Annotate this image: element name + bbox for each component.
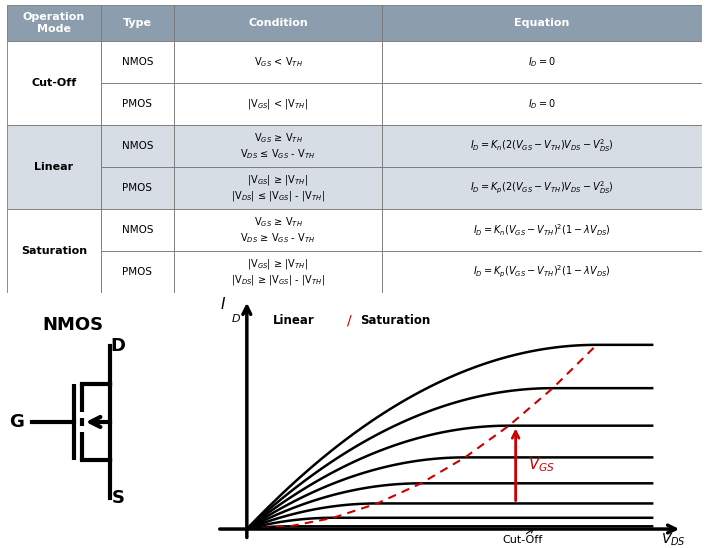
Text: |V$_{GS}$| < |V$_{TH}$|: |V$_{GS}$| < |V$_{TH}$| [247, 96, 308, 111]
Bar [382, 167, 702, 209]
Bar [101, 251, 174, 293]
Text: Cut-Off: Cut-Off [31, 78, 77, 88]
Text: NMOS: NMOS [122, 141, 153, 151]
Text: |V$_{GS}$| ≥ |V$_{TH}$|
|V$_{DS}$| ≥ |V$_{GS}$| - |V$_{TH}$|: |V$_{GS}$| ≥ |V$_{TH}$| |V$_{DS}$| ≥ |V$… [231, 257, 325, 287]
Text: Linear: Linear [35, 162, 74, 172]
Bar [7, 41, 101, 125]
Text: $V_{DS}$: $V_{DS}$ [661, 532, 686, 548]
Text: $I_D = K_n(V_{GS} - V_{TH})^2(1 - \lambda V_{DS})$: $I_D = K_n(V_{GS} - V_{TH})^2(1 - \lambd… [473, 222, 611, 238]
Text: V$_{GS}$ ≥ V$_{TH}$
V$_{DS}$ ≥ V$_{GS}$ - V$_{TH}$: V$_{GS}$ ≥ V$_{TH}$ V$_{DS}$ ≥ V$_{GS}$ … [240, 215, 316, 245]
Text: $I_D = K_n(2(V_{GS} - V_{TH}) V_{DS} - V_{DS}^2)$: $I_D = K_n(2(V_{GS} - V_{TH}) V_{DS} - V… [470, 138, 614, 154]
Bar [101, 167, 174, 209]
Text: Linear: Linear [272, 313, 314, 327]
Text: Condition: Condition [248, 18, 308, 28]
Bar [174, 251, 382, 293]
Text: $I_D = 0$: $I_D = 0$ [528, 97, 556, 111]
Bar [7, 5, 101, 41]
Text: NMOS: NMOS [122, 56, 153, 67]
Bar [382, 83, 702, 125]
Bar [101, 83, 174, 125]
Bar [101, 5, 174, 41]
Bar [174, 167, 382, 209]
Text: NMOS: NMOS [43, 316, 104, 334]
Bar [382, 209, 702, 251]
Bar [101, 209, 174, 251]
Bar [7, 209, 101, 293]
Bar [174, 209, 382, 251]
Text: G: G [10, 413, 24, 431]
Bar [382, 125, 702, 167]
Text: Saturation: Saturation [21, 246, 87, 256]
Text: Type: Type [123, 18, 152, 28]
Text: |V$_{GS}$| ≥ |V$_{TH}$|
|V$_{DS}$| ≤ |V$_{GS}$| - |V$_{TH}$|: |V$_{GS}$| ≥ |V$_{TH}$| |V$_{DS}$| ≤ |V$… [231, 173, 325, 203]
Bar [7, 125, 101, 209]
Bar [174, 83, 382, 125]
Bar [382, 251, 702, 293]
Text: PMOS: PMOS [123, 99, 152, 109]
Bar [101, 125, 174, 167]
Text: Operation
Mode: Operation Mode [23, 12, 85, 34]
Text: $I_D = K_p(2(V_{GS} - V_{TH}) V_{DS} - V_{DS}^2)$: $I_D = K_p(2(V_{GS} - V_{TH}) V_{DS} - V… [470, 180, 614, 196]
Text: $I_D = 0$: $I_D = 0$ [528, 55, 556, 68]
Text: NMOS: NMOS [122, 225, 153, 235]
Bar [174, 41, 382, 83]
Text: /: / [347, 313, 352, 327]
Text: $I_D = K_p(V_{GS} - V_{TH})^2(1 - \lambda V_{DS})$: $I_D = K_p(V_{GS} - V_{TH})^2(1 - \lambd… [473, 264, 611, 280]
Text: $D$: $D$ [231, 312, 241, 324]
Text: V$_{GS}$ ≥ V$_{TH}$
V$_{DS}$ ≤ V$_{GS}$ - V$_{TH}$: V$_{GS}$ ≥ V$_{TH}$ V$_{DS}$ ≤ V$_{GS}$ … [240, 131, 316, 161]
Text: V$_{GS}$ < V$_{TH}$: V$_{GS}$ < V$_{TH}$ [254, 55, 303, 68]
Text: Cut-Off: Cut-Off [503, 535, 543, 545]
Text: D: D [111, 338, 125, 355]
Text: Equation: Equation [515, 18, 570, 28]
Bar [174, 5, 382, 41]
Bar [382, 5, 702, 41]
Text: $V_{GS}$: $V_{GS}$ [528, 455, 556, 474]
Text: PMOS: PMOS [123, 267, 152, 277]
Bar [174, 125, 382, 167]
Text: S: S [111, 489, 125, 506]
Text: $I$: $I$ [220, 296, 226, 312]
Bar [382, 41, 702, 83]
Text: PMOS: PMOS [123, 183, 152, 193]
Bar [101, 41, 174, 83]
Text: Saturation: Saturation [360, 313, 430, 327]
